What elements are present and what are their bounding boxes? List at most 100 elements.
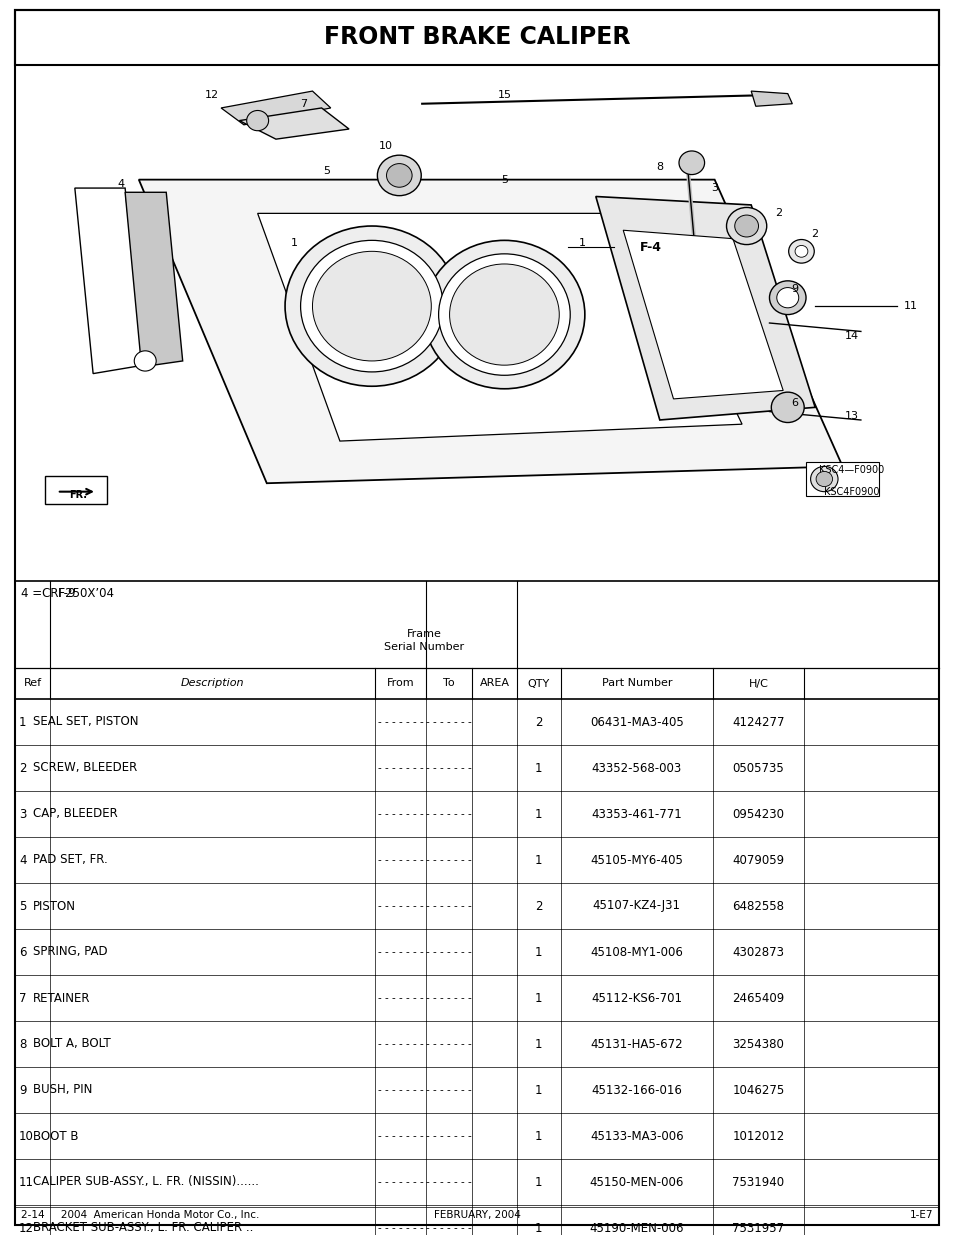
Ellipse shape	[788, 240, 814, 263]
Text: 1: 1	[578, 238, 585, 248]
Text: 0505735: 0505735	[732, 762, 783, 774]
Text: 7531957: 7531957	[732, 1221, 783, 1235]
Ellipse shape	[679, 151, 704, 174]
Ellipse shape	[247, 110, 269, 131]
Text: 11: 11	[903, 301, 917, 311]
Text: To: To	[443, 678, 455, 688]
Text: 7: 7	[19, 992, 27, 1004]
Bar	[632, 236, 668, 257]
Text: 4 =CRF250X’04: 4 =CRF250X’04	[21, 587, 113, 600]
Text: 43353-461-771: 43353-461-771	[591, 808, 681, 820]
Text: SPRING, PAD: SPRING, PAD	[33, 946, 108, 958]
Polygon shape	[596, 196, 814, 420]
Text: 9: 9	[791, 284, 798, 294]
Text: PISTON: PISTON	[33, 899, 76, 913]
Text: 8: 8	[19, 1037, 27, 1051]
Ellipse shape	[285, 226, 458, 387]
Text: SEAL SET, PISTON: SEAL SET, PISTON	[33, 715, 138, 729]
Text: - - - - - - -: - - - - - - -	[426, 718, 472, 727]
Ellipse shape	[810, 467, 837, 492]
Polygon shape	[750, 91, 792, 106]
Text: 45131-HA5-672: 45131-HA5-672	[590, 1037, 682, 1051]
Text: 45150-MEN-006: 45150-MEN-006	[589, 1176, 683, 1188]
Text: 8: 8	[656, 162, 662, 172]
Bar	[15, 10, 938, 65]
Text: 10: 10	[378, 141, 393, 151]
Text: 2: 2	[19, 762, 27, 774]
Text: 5: 5	[19, 899, 27, 913]
Ellipse shape	[815, 472, 832, 487]
Text: 4: 4	[117, 179, 124, 189]
Text: 3: 3	[19, 808, 27, 820]
Text: 1012012: 1012012	[732, 1130, 783, 1142]
Text: QTY: QTY	[527, 678, 550, 688]
Text: - - - - - - -: - - - - - - -	[426, 763, 472, 773]
Text: 1: 1	[19, 715, 27, 729]
Text: H/C: H/C	[748, 678, 767, 688]
Text: 45105-MY6-405: 45105-MY6-405	[590, 853, 682, 867]
Text: - - - - - - -: - - - - - - -	[426, 947, 472, 957]
Text: 2: 2	[535, 715, 542, 729]
Ellipse shape	[734, 215, 758, 237]
Polygon shape	[74, 188, 143, 374]
Text: BOLT A, BOLT: BOLT A, BOLT	[33, 1037, 111, 1051]
Text: 0954230: 0954230	[732, 808, 783, 820]
Polygon shape	[139, 179, 841, 483]
Text: - - - - - - -: - - - - - - -	[426, 1039, 472, 1049]
Text: 7531940: 7531940	[732, 1176, 783, 1188]
Text: 1: 1	[535, 853, 542, 867]
Text: 4124277: 4124277	[731, 715, 783, 729]
Text: FRONT BRAKE CALIPER: FRONT BRAKE CALIPER	[323, 26, 630, 49]
Text: From: From	[387, 678, 415, 688]
Text: 1: 1	[535, 1083, 542, 1097]
Text: 45108-MY1-006: 45108-MY1-006	[590, 946, 682, 958]
Text: - - - - - - -: - - - - - - -	[377, 1177, 423, 1187]
Text: - - - - - - -: - - - - - - -	[426, 1086, 472, 1095]
Ellipse shape	[449, 264, 558, 366]
Text: 11: 11	[19, 1176, 34, 1188]
Text: - - - - - - -: - - - - - - -	[377, 1039, 423, 1049]
Bar	[45, 475, 107, 504]
Text: 1: 1	[535, 762, 542, 774]
Text: BOOT B: BOOT B	[33, 1130, 78, 1142]
Ellipse shape	[300, 241, 443, 372]
Text: FEBRUARY, 2004: FEBRUARY, 2004	[433, 1210, 520, 1220]
Text: 12: 12	[19, 1221, 34, 1235]
Polygon shape	[622, 230, 782, 399]
Text: 1: 1	[535, 946, 542, 958]
Text: - - - - - - -: - - - - - - -	[426, 902, 472, 911]
Text: 1046275: 1046275	[732, 1083, 783, 1097]
Text: 2: 2	[811, 230, 818, 240]
Text: - - - - - - -: - - - - - - -	[426, 993, 472, 1003]
Bar	[15, 65, 938, 580]
Text: CAP, BLEEDER: CAP, BLEEDER	[33, 808, 117, 820]
Text: 6: 6	[791, 398, 798, 408]
Text: SCREW, BLEEDER: SCREW, BLEEDER	[33, 762, 137, 774]
Ellipse shape	[386, 163, 412, 188]
Text: 7: 7	[299, 99, 307, 109]
Text: - - - - - - -: - - - - - - -	[377, 1223, 423, 1233]
Polygon shape	[125, 193, 183, 367]
Text: 1-E7: 1-E7	[908, 1210, 932, 1220]
Text: - - - - - - -: - - - - - - -	[426, 1131, 472, 1141]
Text: AREA: AREA	[479, 678, 509, 688]
Text: 1: 1	[535, 808, 542, 820]
Text: 15: 15	[497, 90, 511, 100]
Text: CALIPER SUB-ASSY., L. FR. (NISSIN)......: CALIPER SUB-ASSY., L. FR. (NISSIN)......	[33, 1176, 258, 1188]
Text: 13: 13	[843, 411, 858, 421]
Polygon shape	[239, 107, 349, 140]
Text: 6: 6	[19, 946, 27, 958]
Text: F-4: F-4	[639, 241, 661, 253]
Text: - - - - - - -: - - - - - - -	[377, 809, 423, 819]
Text: 2: 2	[774, 209, 781, 219]
Text: 10: 10	[19, 1130, 34, 1142]
Text: 4079059: 4079059	[732, 853, 783, 867]
Text: FR.: FR.	[69, 489, 87, 500]
Text: 3: 3	[710, 183, 718, 193]
Text: 45133-MA3-006: 45133-MA3-006	[589, 1130, 683, 1142]
Text: Part Number: Part Number	[601, 678, 672, 688]
Ellipse shape	[726, 207, 766, 245]
Text: 45107-KZ4-J31: 45107-KZ4-J31	[592, 899, 680, 913]
Polygon shape	[221, 91, 331, 125]
Text: 5: 5	[500, 174, 507, 185]
